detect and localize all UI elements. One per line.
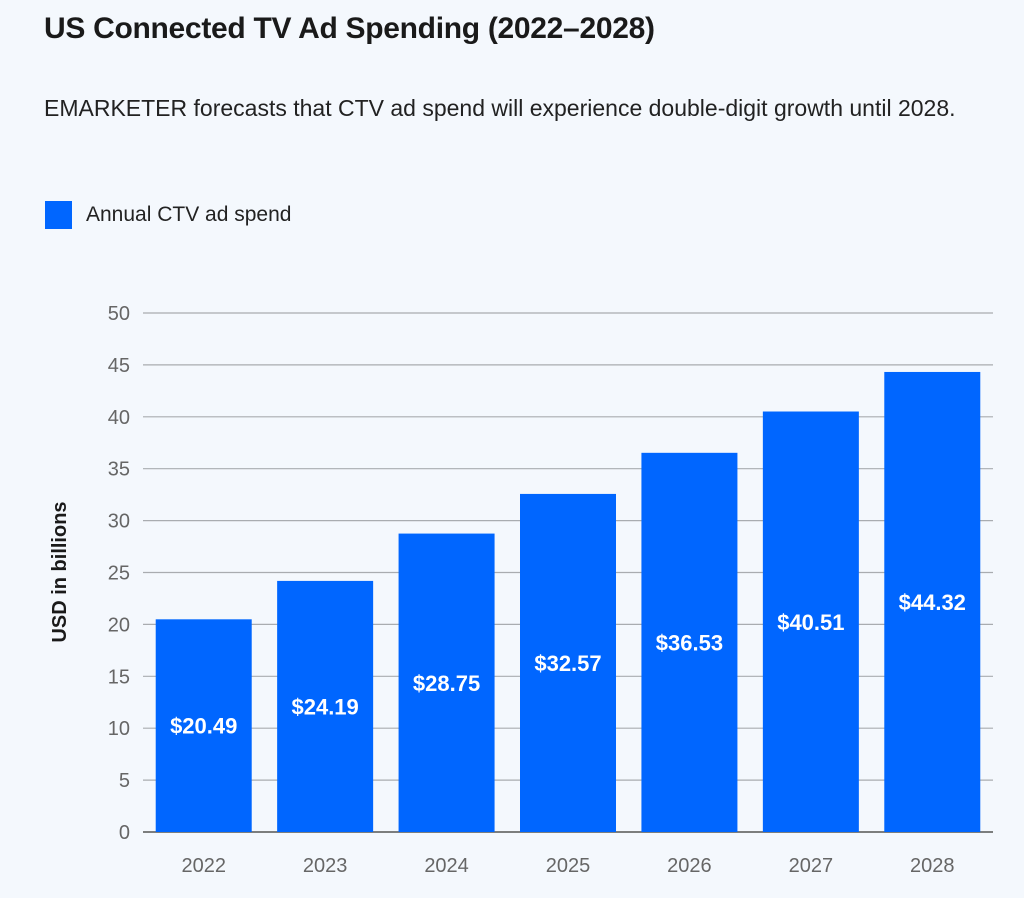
y-tick-label: 50 — [108, 303, 130, 325]
bar — [277, 580, 374, 832]
data-label: $40.51 — [777, 610, 844, 635]
y-tick-label: 0 — [119, 822, 130, 844]
x-tick-label: 2028 — [910, 855, 955, 877]
y-tick-label: 35 — [108, 459, 130, 481]
bar — [520, 493, 616, 832]
data-label: $44.32 — [899, 590, 966, 615]
y-tick-label: 45 — [108, 355, 130, 377]
bar — [641, 452, 738, 832]
y-tick-label: 25 — [108, 563, 130, 585]
data-label: $24.19 — [291, 694, 358, 719]
x-tick-label: 2026 — [667, 855, 712, 877]
y-tick-label: 5 — [119, 770, 130, 792]
data-label: $20.49 — [170, 714, 237, 739]
bar — [762, 411, 859, 832]
data-label: $28.75 — [413, 671, 480, 696]
data-label: $36.53 — [656, 630, 723, 655]
legend-swatch — [45, 201, 72, 229]
y-tick-label: 10 — [108, 718, 130, 740]
bar — [884, 371, 981, 832]
x-tick-label: 2025 — [546, 855, 591, 877]
chart-subtitle: EMARKETER forecasts that CTV ad spend wi… — [44, 95, 956, 121]
data-label: $32.57 — [534, 651, 601, 676]
y-tick-label: 15 — [108, 666, 130, 688]
y-tick-label: 30 — [108, 511, 130, 533]
x-tick-label: 2024 — [424, 855, 469, 877]
y-tick-label: 20 — [108, 614, 130, 636]
x-tick-label: 2027 — [789, 855, 834, 877]
legend: Annual CTV ad spend — [45, 201, 291, 229]
chart-title: US Connected TV Ad Spending (2022–2028) — [44, 12, 655, 45]
x-tick-label: 2023 — [303, 855, 348, 877]
y-tick-label: 40 — [108, 407, 130, 429]
bar — [398, 533, 495, 832]
x-tick-label: 2022 — [181, 855, 226, 877]
y-axis-label: USD in billions — [49, 501, 71, 642]
bar — [155, 619, 252, 832]
legend-label: Annual CTV ad spend — [86, 203, 292, 226]
